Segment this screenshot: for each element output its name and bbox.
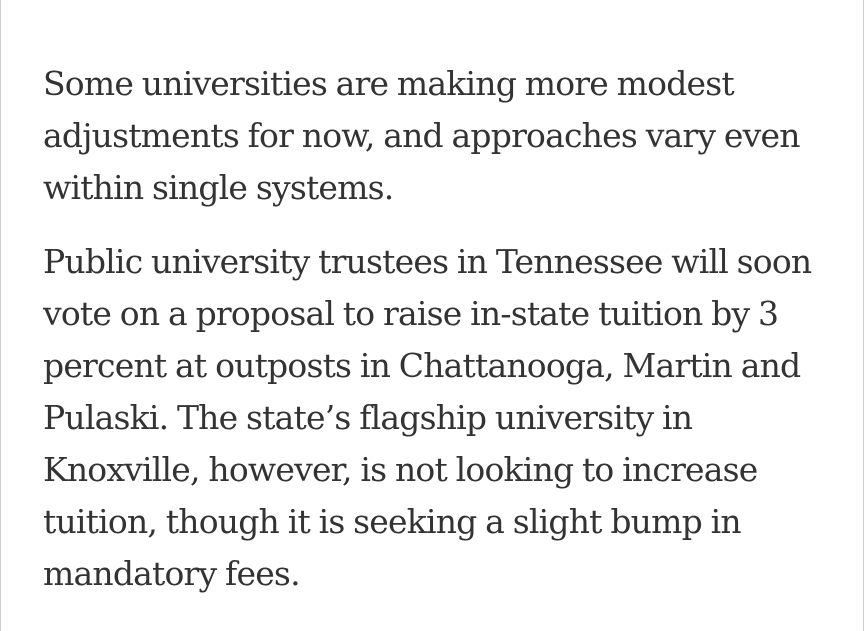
article-paragraph-2: Public university trustees in Tennessee …: [43, 242, 812, 593]
article-body: Some universities are making more modest…: [43, 58, 833, 600]
article-paragraph-1: Some universities are making more modest…: [43, 64, 800, 207]
